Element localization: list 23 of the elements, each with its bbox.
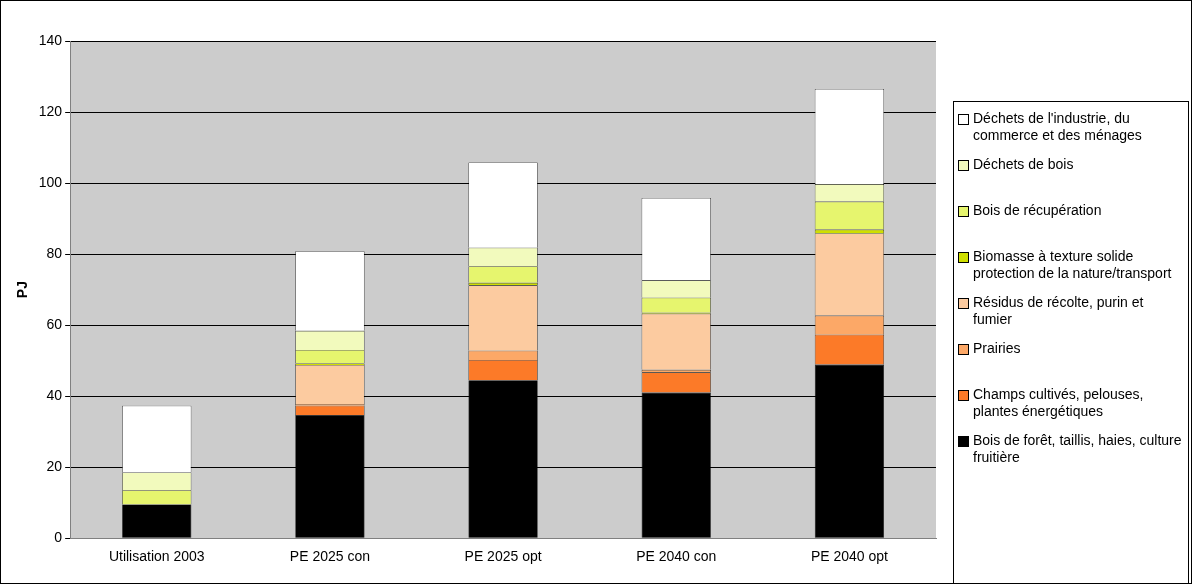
x-tick-label: PE 2025 con: [289, 548, 370, 565]
y-tick-label: 100: [38, 173, 63, 190]
y-tick-label: 60: [46, 315, 63, 332]
x-tick-label: Utilisation 2003: [108, 548, 205, 565]
legend-label: Prairies: [973, 340, 1021, 357]
legend-label: Bois de récupération: [973, 202, 1102, 219]
y-tick-label: 40: [46, 387, 63, 403]
legend-label: Déchets de l'industrie, du commerce et des ménages: [973, 110, 1143, 144]
legend-label: Champs cultivés, pelouses, plantes énergétiques: [973, 386, 1145, 420]
y-tick-label: 120: [38, 102, 63, 119]
y-tick-label: 0: [54, 529, 63, 546]
x-tick-label: PE 2040 opt: [810, 548, 889, 565]
x-tick-label: PE 2025 opt: [464, 548, 542, 565]
bar: [122, 504, 192, 538]
legend-label: Bois de forêt, taillis, haies, culture fruitière: [973, 432, 1183, 466]
y-tick-label: 80: [46, 244, 63, 261]
y-tick-label: 20: [46, 458, 63, 475]
legend-label: Biomasse à texture solide protection de la nature/transport: [973, 248, 1173, 282]
y-tick-label: 140: [38, 31, 63, 48]
x-tick-label: PE 2040 con: [636, 548, 717, 565]
legend-label: Résidus de récolte, purin et fumier: [973, 294, 1145, 328]
y-axis-title: PJ: [14, 281, 31, 299]
legend-label: Déchets de bois: [973, 156, 1074, 173]
